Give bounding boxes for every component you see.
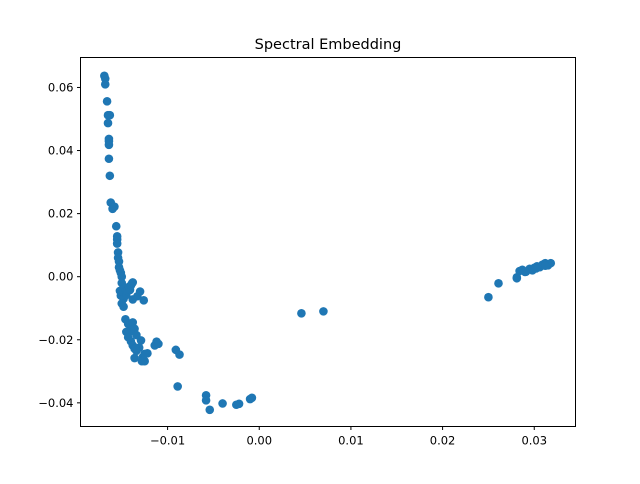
data-point <box>135 287 145 296</box>
data-point <box>104 140 114 150</box>
data-point <box>201 396 211 405</box>
y-axis: −0.04 −0.02 0.00 0.02 0.04 0.06 <box>38 80 81 410</box>
x-tick-label: 0.01 <box>338 434 364 448</box>
data-point <box>128 278 138 287</box>
data-point <box>520 267 530 277</box>
y-tick-label: 0.06 <box>48 80 74 94</box>
data-point <box>173 382 182 391</box>
data-point <box>104 154 114 164</box>
data-point <box>154 339 163 349</box>
data-point <box>100 80 110 89</box>
data-point <box>112 239 122 248</box>
data-point <box>105 171 115 181</box>
data-point <box>137 356 147 366</box>
data-point <box>102 97 112 106</box>
data-point <box>531 264 541 273</box>
y-tick-label: −0.02 <box>38 333 73 347</box>
data-point <box>512 273 522 283</box>
x-axis: −0.01 0.00 0.01 0.02 0.03 <box>150 426 547 448</box>
x-tick-label: 0.03 <box>521 434 547 448</box>
data-point <box>319 307 328 316</box>
x-tick-label: 0.02 <box>430 434 456 448</box>
chart-title: Spectral Embedding <box>255 37 402 53</box>
data-point <box>110 202 119 211</box>
data-point <box>205 405 215 415</box>
data-point <box>175 350 184 359</box>
data-point <box>484 292 493 302</box>
data-point <box>234 399 244 409</box>
plot-frame <box>80 57 576 427</box>
data-points <box>100 71 556 415</box>
data-point <box>494 279 503 288</box>
x-tick-label: 0.00 <box>246 434 272 448</box>
data-point <box>540 261 550 270</box>
data-point <box>297 308 306 318</box>
data-point <box>247 393 257 403</box>
y-tick-label: −0.04 <box>38 396 73 410</box>
data-point <box>140 349 149 359</box>
y-tick-label: 0.00 <box>48 270 74 284</box>
data-point <box>119 302 128 311</box>
data-point <box>130 353 139 363</box>
y-tick-label: 0.04 <box>48 144 74 158</box>
x-tick-label: −0.01 <box>150 434 185 448</box>
data-point <box>131 344 140 353</box>
data-point <box>111 221 121 231</box>
data-point <box>117 272 127 281</box>
data-point <box>105 110 115 120</box>
y-tick-label: 0.02 <box>48 207 74 221</box>
data-point <box>218 399 227 408</box>
data-point <box>103 118 113 128</box>
data-point <box>136 336 146 345</box>
data-point <box>139 296 149 305</box>
